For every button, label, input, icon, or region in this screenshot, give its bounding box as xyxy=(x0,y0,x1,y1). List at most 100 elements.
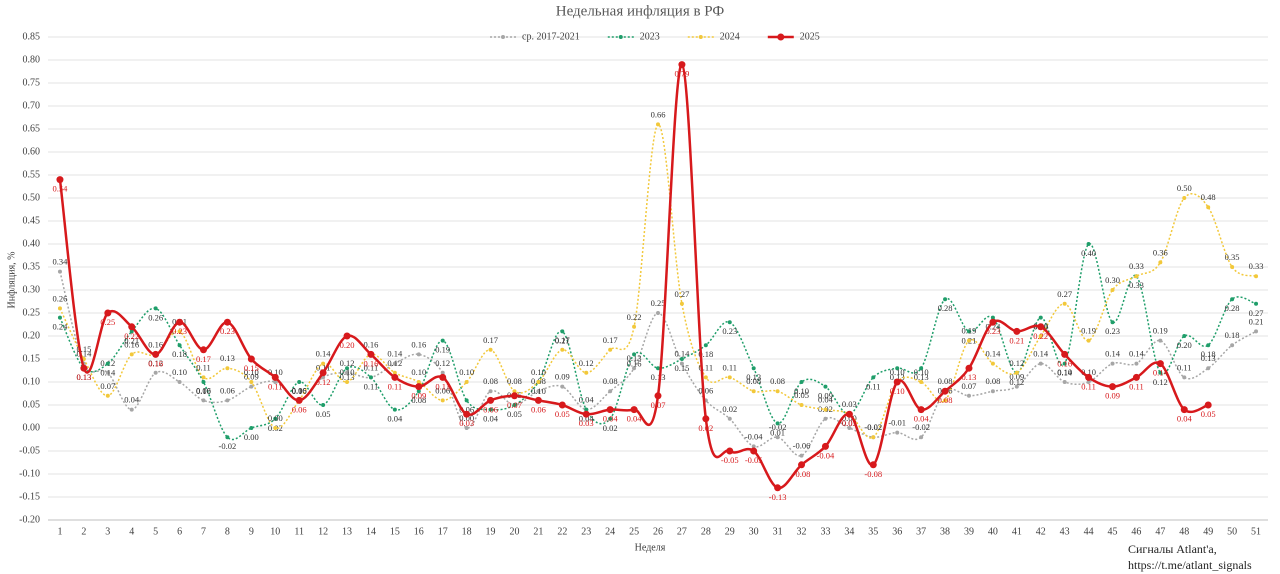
point xyxy=(512,403,517,407)
y-tick-label: -0.15 xyxy=(19,491,40,502)
x-tick-label: 31 xyxy=(773,526,783,537)
point xyxy=(919,366,924,371)
y-tick-label: 0.65 xyxy=(23,123,41,134)
point xyxy=(871,435,876,440)
point xyxy=(488,347,493,352)
data-label: 0.24 xyxy=(985,322,1001,332)
point xyxy=(201,398,206,403)
annotation: https://t.me/atlant_signals xyxy=(1128,558,1252,572)
point xyxy=(249,384,254,389)
point xyxy=(919,435,924,440)
point xyxy=(871,375,876,380)
data-label: 0.33 xyxy=(1249,261,1264,271)
data-label: 0.14 xyxy=(100,368,116,378)
legend-marker xyxy=(698,35,703,39)
data-label: 0.11 xyxy=(722,362,737,372)
legend-label: 2025 xyxy=(800,31,820,42)
data-label: 0.21 xyxy=(1009,335,1024,345)
point xyxy=(679,357,684,361)
data-label: 0.10 xyxy=(1081,367,1096,377)
data-label: 0.09 xyxy=(1009,372,1024,382)
data-label: 0.04 xyxy=(579,414,595,424)
data-label: 0.11 xyxy=(316,362,331,372)
point xyxy=(247,355,255,363)
x-tick-label: 28 xyxy=(701,526,711,537)
data-label: 0.54 xyxy=(53,184,69,194)
data-label: 0.04 xyxy=(914,414,930,424)
point xyxy=(105,393,110,398)
data-label: 0.06 xyxy=(292,385,307,395)
data-label: 0.35 xyxy=(1225,252,1240,262)
data-label: 0.79 xyxy=(674,69,689,79)
data-label: 0.10 xyxy=(1057,367,1072,377)
x-tick-label: 14 xyxy=(366,526,376,537)
x-tick-label: 41 xyxy=(1012,526,1022,537)
data-label: 0.17 xyxy=(555,335,570,345)
data-label: 0.33 xyxy=(1129,261,1144,271)
data-label: 0.12 xyxy=(387,358,402,368)
data-label: 0.16 xyxy=(148,339,163,349)
point xyxy=(965,364,973,372)
point xyxy=(558,401,566,409)
point xyxy=(654,392,662,400)
data-label: 0.25 xyxy=(651,298,666,308)
point xyxy=(1132,373,1140,381)
point xyxy=(512,389,517,394)
data-label: -0.05 xyxy=(721,455,739,465)
point xyxy=(321,403,326,407)
data-label: 0.10 xyxy=(890,386,905,396)
data-label: -0.02 xyxy=(219,441,237,451)
point xyxy=(273,380,278,384)
data-label: 0.24 xyxy=(53,322,69,332)
data-label: -0.13 xyxy=(769,492,787,502)
point xyxy=(990,315,995,320)
point xyxy=(775,421,780,426)
data-label: 0.05 xyxy=(1201,409,1216,419)
point xyxy=(1038,361,1043,366)
point xyxy=(129,407,134,412)
data-label: 0.11 xyxy=(1129,381,1144,391)
point xyxy=(1110,361,1115,366)
data-label: 0.05 xyxy=(316,409,331,419)
point xyxy=(249,426,254,430)
x-tick-label: 18 xyxy=(462,526,472,537)
point xyxy=(1110,288,1115,292)
x-tick-label: 50 xyxy=(1227,526,1237,537)
point xyxy=(1254,301,1259,306)
point xyxy=(584,370,589,375)
data-label: 0.18 xyxy=(698,349,713,359)
data-label: 0.15 xyxy=(674,363,689,373)
data-label: 0.05 xyxy=(794,390,809,400)
legend-marker xyxy=(618,35,623,39)
point xyxy=(57,269,62,274)
point xyxy=(128,323,136,331)
data-label: 0.16 xyxy=(411,339,426,349)
point xyxy=(799,380,804,384)
data-label: 0.08 xyxy=(938,376,953,386)
data-label: 0.14 xyxy=(76,349,92,359)
y-tick-label: 0.55 xyxy=(23,169,41,180)
data-label: 0.17 xyxy=(196,354,211,364)
point xyxy=(751,389,756,394)
data-label: 0.11 xyxy=(699,362,714,372)
point xyxy=(1038,315,1043,320)
point xyxy=(536,389,541,394)
point xyxy=(917,406,925,414)
data-label: 0.08 xyxy=(483,376,498,386)
point xyxy=(584,407,589,412)
point xyxy=(727,416,732,421)
data-label: 0.18 xyxy=(1225,330,1240,340)
point xyxy=(919,380,924,384)
data-label: 0.19 xyxy=(435,345,450,355)
point xyxy=(821,442,829,450)
point xyxy=(129,329,134,334)
data-label: 0.13 xyxy=(746,372,761,382)
data-label: 0.21 xyxy=(124,335,139,345)
point xyxy=(295,396,303,404)
data-label: 0.08 xyxy=(770,376,785,386)
data-label: 0.01 xyxy=(770,427,785,437)
point xyxy=(488,407,493,412)
x-tick-label: 33 xyxy=(820,526,830,537)
point xyxy=(129,352,134,357)
point xyxy=(799,403,804,407)
